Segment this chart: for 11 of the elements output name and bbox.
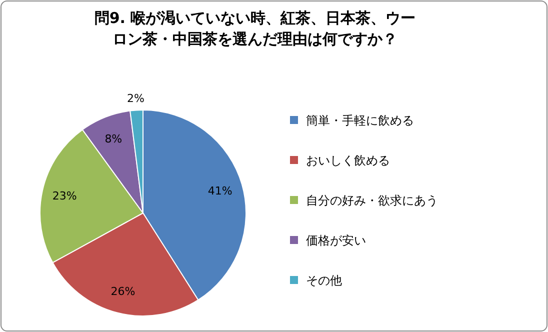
legend-label: 価格が安い [306,234,366,248]
legend-label: その他 [306,274,342,288]
data-label: 23% [52,189,77,202]
legend-label: 簡単・手軽に飲める [306,114,414,128]
legend-label: 自分の好み・欲求にあう [306,194,438,208]
data-label: 2% [127,92,145,106]
chart-title: 問9. 喉が渇いていない時、紅茶、日本茶、ウーロン茶・中国茶を選んだ理由は何ですか？ [93,8,417,50]
legend-label: おいしく飲める [306,154,390,168]
data-label: 26% [110,284,136,298]
data-label: 41% [208,184,232,198]
data-label: 8% [104,132,122,146]
